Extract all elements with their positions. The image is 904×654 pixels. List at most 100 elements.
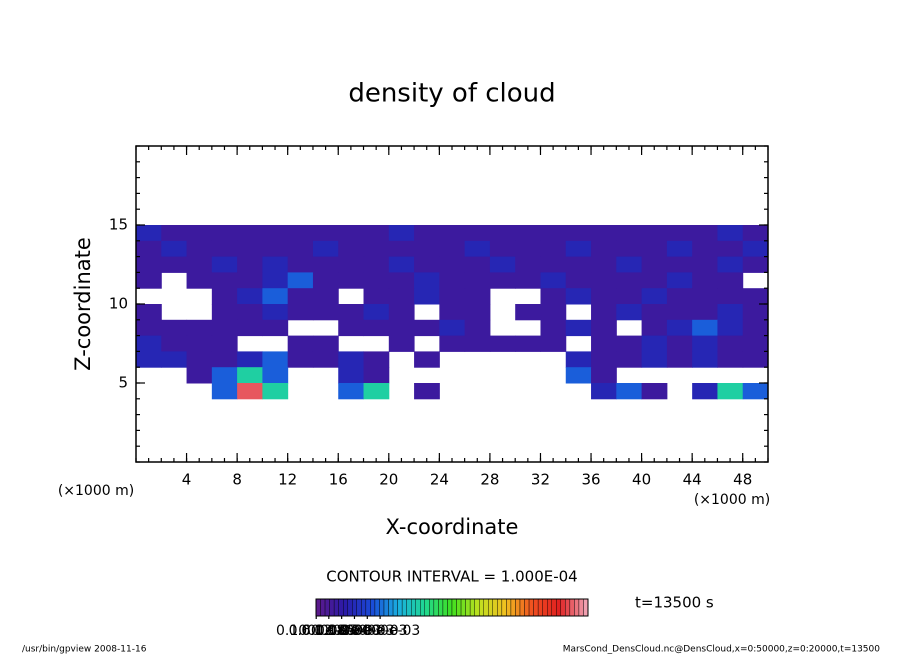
- field-cell: [161, 225, 188, 242]
- field-cell: [211, 351, 238, 368]
- field-cell: [641, 225, 668, 242]
- field-cell: [742, 351, 769, 368]
- field-cell: [363, 319, 390, 337]
- field-cell: [692, 319, 718, 337]
- field-cell: [186, 240, 213, 258]
- colorbar-stripe: [465, 598, 471, 617]
- field-cell: [742, 288, 769, 305]
- colorbar-stripe: [524, 598, 530, 617]
- field-cell: [363, 304, 390, 321]
- field-cell: [591, 240, 617, 258]
- field-cell: [262, 256, 289, 273]
- footer-right: MarsCond_DensCloud.nc@DensCloud,x=0:5000…: [563, 645, 880, 654]
- field-cell: [742, 256, 769, 273]
- field-cell: [717, 240, 744, 258]
- x-tick-label: 40: [632, 471, 651, 489]
- field-cell: [565, 272, 592, 289]
- field-cell: [414, 383, 440, 400]
- colorbar-stripe: [551, 598, 557, 617]
- colorbar-stripe: [492, 598, 498, 617]
- field-cell: [414, 225, 440, 242]
- field-cell: [616, 383, 643, 400]
- colorbar-stripe: [497, 598, 503, 617]
- field-cell: [287, 272, 314, 289]
- footer-left: /usr/bin/gpview 2008-11-16: [22, 645, 147, 654]
- field-cell: [515, 304, 541, 321]
- colorbar-stripe: [379, 598, 385, 617]
- field-cell: [464, 272, 491, 289]
- field-cell: [262, 304, 289, 321]
- colorbar-stripe: [447, 598, 453, 617]
- field-cell: [692, 304, 718, 321]
- field-cell: [692, 351, 718, 368]
- field-cell: [211, 240, 238, 258]
- y-axis-label: Z-coordinate: [71, 237, 95, 371]
- x-tick-label: 12: [278, 471, 297, 489]
- field-cell: [211, 319, 238, 337]
- field-cell: [338, 240, 365, 258]
- field-cell: [666, 351, 693, 368]
- field-cell: [717, 335, 744, 352]
- field-cell: [742, 304, 769, 321]
- colorbar-stripe: [479, 598, 484, 617]
- colorbar-tick-label: 0.3000e-03: [340, 623, 420, 639]
- field-cell: [641, 351, 668, 368]
- colorbar-stripe: [556, 598, 561, 617]
- field-cell: [237, 304, 263, 321]
- field-cell: [186, 319, 213, 337]
- field-cell: [211, 225, 238, 242]
- field-cell: [464, 256, 491, 273]
- field-cell: [287, 304, 314, 321]
- field-cell: [439, 225, 466, 242]
- field-cell: [136, 335, 162, 352]
- field-cell: [540, 272, 567, 289]
- y-tick-label: 15: [109, 216, 128, 234]
- field-cell: [338, 319, 365, 337]
- colorbar-stripe: [574, 598, 580, 617]
- colorbar-stripe: [343, 598, 348, 617]
- colorbar-stripe: [397, 598, 403, 617]
- field-cell: [540, 319, 567, 337]
- field-cell: [591, 319, 617, 337]
- field-cell: [616, 225, 643, 242]
- field-cell: [439, 335, 466, 352]
- x-tick-label: 28: [480, 471, 499, 489]
- field-cell: [136, 351, 162, 368]
- field-cell: [540, 304, 567, 321]
- colorbar-stripe: [420, 598, 425, 617]
- field-cell: [692, 272, 718, 289]
- field-cell: [489, 335, 516, 352]
- field-cell: [262, 288, 289, 305]
- colorbar-stripe: [510, 598, 516, 617]
- field-cell: [262, 383, 289, 400]
- colorbar-stripe: [433, 598, 439, 617]
- field-cell: [641, 335, 668, 352]
- colorbar-stripe: [442, 598, 448, 617]
- field-cell: [717, 383, 744, 400]
- field-cell: [742, 225, 769, 242]
- field-cell: [312, 288, 339, 305]
- colorbar-stripe: [578, 598, 584, 617]
- field-cell: [540, 335, 567, 352]
- field-cell: [388, 335, 415, 352]
- colorbar-stripe: [424, 598, 430, 617]
- colorbar-stripe: [533, 598, 539, 617]
- field-cell: [312, 304, 339, 321]
- field-cell: [262, 319, 289, 337]
- colorbar-stripe: [519, 598, 525, 617]
- field-cell: [287, 225, 314, 242]
- field-cell: [616, 304, 643, 321]
- colorbar-stripe: [338, 598, 344, 617]
- field-cell: [616, 240, 643, 258]
- field-cell: [540, 288, 567, 305]
- field-cell: [591, 351, 617, 368]
- field-cell: [388, 256, 415, 273]
- colorbar-stripe: [324, 598, 330, 617]
- field-cell: [211, 383, 238, 400]
- field-cell: [338, 304, 365, 321]
- x-axis-label: X-coordinate: [386, 515, 519, 539]
- field-cell: [742, 240, 769, 258]
- x-tick-label: 8: [232, 471, 242, 489]
- field-cell: [186, 335, 213, 352]
- field-cell: [363, 225, 390, 242]
